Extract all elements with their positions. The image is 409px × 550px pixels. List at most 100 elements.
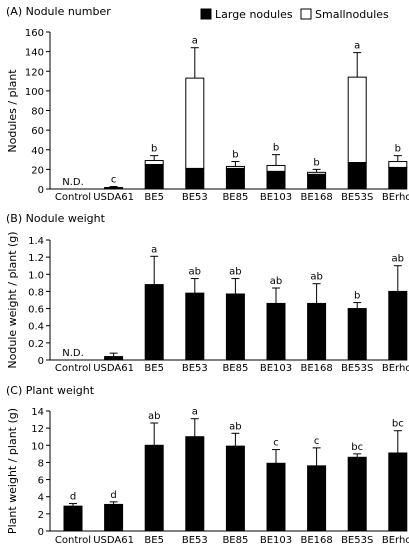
y-tick-label: 120 (25, 67, 44, 78)
bar-large-nodules (388, 166, 408, 190)
y-tick-label: 14 (31, 407, 44, 418)
y-tick-label: 0 (38, 185, 44, 196)
x-tick-label: BE168 (300, 363, 332, 374)
significance-label: d (70, 492, 76, 503)
significance-label: a (192, 407, 198, 418)
x-tick-label: Control (55, 192, 91, 203)
bar (388, 452, 408, 532)
bar (347, 308, 367, 361)
y-tick-label: 100 (25, 87, 44, 98)
x-tick-label: USDA61 (93, 535, 134, 546)
bar (185, 292, 205, 361)
y-tick-label: 0 (38, 356, 44, 367)
y-tick-label: 1.2 (28, 253, 44, 264)
bar-small-nodules (347, 76, 367, 164)
panel-title: (B) Nodule weight (6, 212, 106, 225)
legend-label-small: Smallnodules (315, 8, 389, 21)
significance-label: N.D. (62, 177, 84, 188)
bar (388, 290, 408, 361)
significance-label: ab (229, 421, 241, 432)
y-tick-label: 8 (38, 458, 44, 469)
y-tick-label: 20 (31, 165, 44, 176)
significance-label: b (151, 144, 157, 155)
x-tick-label: BE103 (260, 363, 292, 374)
x-tick-label: BE5 (144, 192, 164, 203)
x-tick-label: Control (55, 363, 91, 374)
bar-large-nodules (266, 170, 286, 190)
x-tick-label: BE53S (341, 192, 373, 203)
significance-label: ab (229, 267, 241, 278)
significance-label: b (232, 150, 238, 161)
y-tick-label: 80 (31, 107, 44, 118)
x-tick-label: BE53 (182, 192, 208, 203)
panel-title: (A) Nodule number (6, 5, 111, 18)
significance-label: b (313, 157, 319, 168)
significance-label: b (354, 291, 360, 302)
significance-label: a (151, 244, 157, 255)
legend-swatch-large (200, 8, 212, 20)
bar-large-nodules (347, 162, 367, 190)
x-tick-label: BE103 (260, 535, 292, 546)
x-tick-label: BE168 (300, 535, 332, 546)
y-tick-label: 40 (31, 146, 44, 157)
significance-label: b (273, 143, 279, 154)
x-tick-label: BE85 (222, 535, 248, 546)
y-tick-label: 0.4 (28, 322, 44, 333)
x-tick-label: BE85 (222, 363, 248, 374)
y-tick-label: 12 (31, 424, 44, 435)
significance-label: c (111, 175, 117, 186)
bar (104, 356, 124, 361)
bar (266, 462, 286, 532)
y-axis-label: Nodule weight / plant (g) (6, 231, 19, 368)
bar (144, 284, 164, 361)
panel-title: (C) Plant weight (6, 384, 95, 397)
bar (266, 302, 286, 361)
x-tick-label: BE53 (182, 535, 208, 546)
x-tick-label: BE53 (182, 363, 208, 374)
y-tick-label: 0 (38, 527, 44, 538)
bar-small-nodules (388, 161, 408, 168)
significance-label: a (354, 41, 360, 52)
significance-label: ab (189, 267, 201, 278)
y-tick-label: 160 (25, 28, 44, 39)
significance-label: c (314, 436, 320, 447)
bar (63, 505, 83, 532)
bar (307, 302, 327, 361)
significance-label: bc (392, 419, 404, 430)
x-tick-label: BErhcJ (382, 363, 409, 374)
x-tick-label: USDA61 (93, 192, 134, 203)
bar (225, 445, 245, 532)
bar-small-nodules (307, 171, 327, 175)
bar-small-nodules (266, 164, 286, 172)
x-tick-label: BE168 (300, 192, 332, 203)
y-tick-label: 0.8 (28, 287, 44, 298)
y-axis-label: Nodules / plant (6, 69, 19, 153)
significance-label: b (395, 144, 401, 155)
y-tick-label: 6 (38, 476, 44, 487)
x-tick-label: BE53S (341, 535, 373, 546)
y-tick-label: 0.6 (28, 305, 44, 316)
y-tick-label: 1.4 (28, 236, 44, 247)
x-tick-label: BE53S (341, 363, 373, 374)
bar-large-nodules (185, 167, 205, 190)
bar (347, 456, 367, 532)
legend-swatch-small (300, 8, 312, 20)
bar (144, 444, 164, 532)
bar (104, 503, 124, 532)
x-tick-label: BE5 (144, 535, 164, 546)
x-tick-label: USDA61 (93, 363, 134, 374)
significance-label: ab (310, 272, 322, 283)
significance-label: c (273, 438, 279, 449)
y-tick-label: 10 (31, 441, 44, 452)
x-tick-label: BErhcJ (382, 192, 409, 203)
y-tick-label: 0.2 (28, 339, 44, 350)
bar-large-nodules (144, 163, 164, 190)
y-axis-label: Plant weight / plant (g) (6, 408, 19, 534)
significance-label: N.D. (62, 348, 84, 359)
bar-large-nodules (307, 173, 327, 190)
bar (225, 293, 245, 361)
x-tick-label: BE85 (222, 192, 248, 203)
legend-label-large: Large nodules (215, 8, 293, 21)
y-tick-label: 60 (31, 126, 44, 137)
